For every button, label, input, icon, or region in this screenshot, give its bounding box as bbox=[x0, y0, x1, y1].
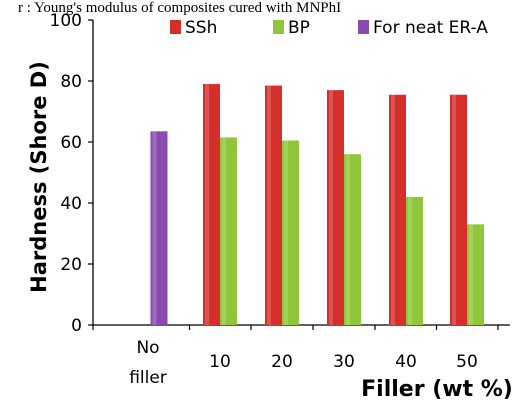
x-axis-label: Filler (wt %) bbox=[361, 377, 513, 402]
bar-highlight bbox=[469, 224, 473, 325]
y-axis-label: Hardness (Shore D) bbox=[27, 61, 51, 293]
y-tick-label: 80 bbox=[60, 72, 82, 92]
bar-highlight bbox=[152, 131, 157, 325]
bar-for-neat-er-a-no-filler bbox=[150, 131, 168, 325]
bar-bp-30 bbox=[344, 154, 361, 325]
y-tick-label: 0 bbox=[71, 316, 82, 336]
bar-ssh-20 bbox=[265, 85, 282, 325]
bars bbox=[150, 84, 484, 326]
bar-highlight bbox=[222, 137, 226, 325]
axes: 0 20 40 60 80 100 No filler 10 20 30 40 50 bbox=[50, 11, 510, 388]
x-tick-label: No bbox=[136, 338, 159, 358]
bar-highlight bbox=[408, 196, 412, 325]
y-tick-label: 60 bbox=[60, 133, 82, 153]
bar-bp-40 bbox=[406, 196, 423, 325]
legend-swatch-1 bbox=[273, 20, 284, 34]
bar-ssh-40 bbox=[389, 94, 406, 325]
x-tick-label: filler bbox=[129, 368, 167, 388]
legend-swatch-2 bbox=[358, 20, 369, 34]
x-tick-label: 10 bbox=[209, 352, 231, 372]
x-tick-label: 20 bbox=[271, 352, 293, 372]
bar-ssh-50 bbox=[450, 94, 467, 325]
y-tick-label: 40 bbox=[60, 194, 82, 214]
bar-highlight bbox=[346, 154, 350, 325]
bar-highlight bbox=[284, 140, 288, 325]
x-tick-label: 50 bbox=[456, 352, 478, 372]
bar-bp-10 bbox=[220, 137, 237, 325]
legend: SSh BP For neat ER-A bbox=[170, 18, 488, 38]
bar-ssh-30 bbox=[327, 90, 344, 326]
x-tick-label: 40 bbox=[395, 352, 417, 372]
legend-label-0: SSh bbox=[185, 18, 217, 38]
bar-ssh-10 bbox=[203, 84, 220, 325]
legend-label-1: BP bbox=[288, 18, 310, 38]
bar-highlight bbox=[452, 94, 456, 325]
bar-highlight bbox=[329, 90, 333, 326]
bar-highlight bbox=[391, 94, 395, 325]
x-tick-label: 30 bbox=[333, 352, 355, 372]
legend-swatch-0 bbox=[170, 20, 181, 34]
bar-bp-20 bbox=[282, 140, 299, 325]
bar-bp-50 bbox=[467, 224, 484, 325]
bar-highlight bbox=[267, 85, 271, 325]
figure-caption: r : Young's modulus of composites cured … bbox=[18, 0, 341, 16]
y-tick-label: 20 bbox=[60, 255, 82, 275]
bar-highlight bbox=[205, 84, 209, 325]
legend-label-2: For neat ER-A bbox=[373, 18, 488, 38]
y-tick-label: 100 bbox=[50, 11, 82, 31]
